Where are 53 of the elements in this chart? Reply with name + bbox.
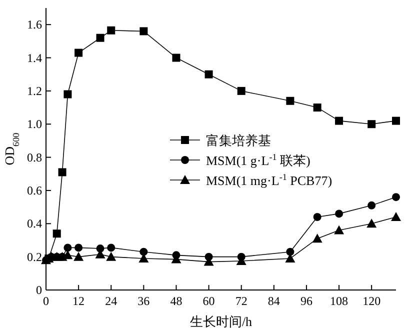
x-tick-label: 24 (105, 294, 118, 308)
point (392, 193, 400, 202)
point (107, 244, 116, 252)
y-tick-label: 1.0 (27, 117, 42, 132)
x-tick-label: 60 (202, 294, 215, 308)
point (106, 252, 116, 261)
point (391, 212, 401, 222)
x-tick-label: 108 (330, 294, 348, 308)
y-tick-label: 0.6 (27, 183, 42, 198)
point (366, 218, 377, 228)
point (368, 120, 376, 128)
point (52, 230, 61, 238)
x-tick-label: 72 (235, 294, 248, 308)
point (392, 116, 400, 125)
point (237, 86, 246, 95)
y-tick-label: 0.2 (27, 250, 42, 264)
point (334, 225, 344, 234)
point (172, 54, 180, 62)
point (335, 116, 344, 125)
point (204, 70, 213, 78)
point (64, 244, 72, 252)
point (96, 34, 104, 42)
x-tick-label: 84 (268, 294, 280, 308)
y-tick-label: 1.4 (27, 50, 42, 65)
legend-label: 富集培养基 (206, 133, 271, 148)
point (58, 168, 66, 176)
legend-label: MSM(1 g·L$^{-1}$ 联苯) (206, 152, 310, 168)
x-tick-label: 12 (72, 294, 85, 308)
point (313, 213, 322, 222)
point (74, 252, 84, 261)
x-tick-label: 48 (170, 294, 182, 308)
point (107, 26, 116, 34)
point (286, 96, 294, 105)
point (312, 234, 322, 243)
point (140, 248, 148, 256)
y-tick-label: 0.8 (27, 150, 42, 164)
y-tick-label: 1.2 (27, 84, 42, 98)
y-tick-label: 0.4 (27, 216, 42, 231)
point (286, 248, 294, 256)
y-tick-label: 0 (36, 283, 42, 297)
x-tick-label: 36 (138, 294, 150, 308)
point (64, 90, 72, 98)
point (140, 27, 148, 36)
x-axis-title: 生长时间/h (190, 314, 253, 329)
x-tick-label: 96 (300, 294, 312, 308)
point (74, 244, 83, 252)
point (335, 210, 344, 218)
point (368, 201, 376, 210)
point (74, 48, 83, 57)
legend-label: MSM(1 mg·L$^{-1}$ PCB77) (206, 172, 332, 188)
y-tick-label: 1.6 (27, 18, 42, 32)
x-tick-label: 120 (362, 294, 381, 308)
point (313, 104, 322, 112)
